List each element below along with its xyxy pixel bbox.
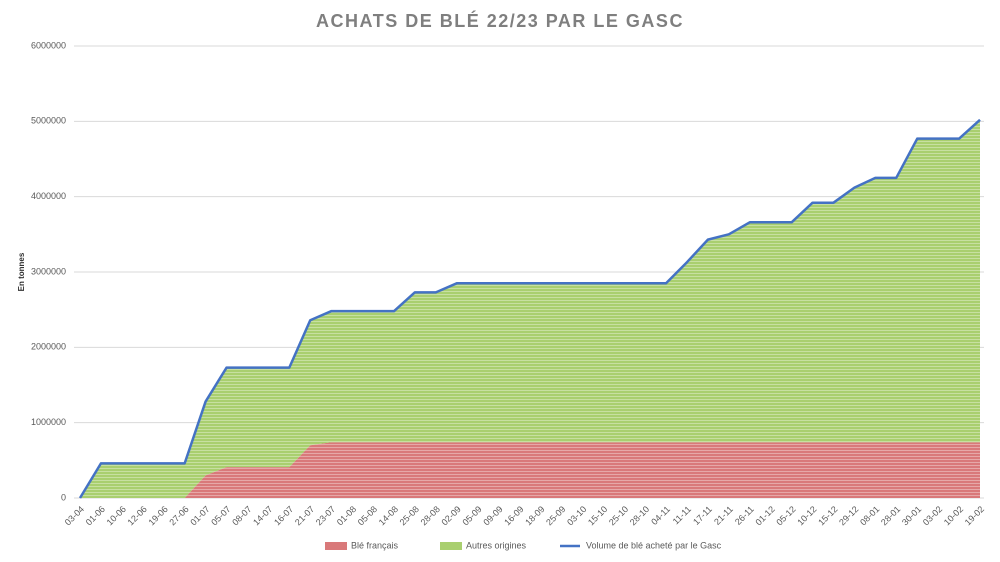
y-tick-label: 2000000 — [31, 342, 66, 352]
x-tick-label: 05-09 — [460, 504, 483, 527]
x-tick-label: 01-12 — [753, 504, 776, 527]
x-tick-label: 01-06 — [84, 504, 107, 527]
x-tick-label: 01-08 — [335, 504, 358, 527]
x-tick-label: 03-02 — [921, 504, 944, 527]
x-tick-label: 10-12 — [795, 504, 818, 527]
chart-title: ACHATS DE BLÉ 22/23 PAR LE GASC — [316, 10, 684, 31]
x-tick-label: 14-07 — [251, 504, 274, 527]
x-tick-label: 11-11 — [671, 504, 693, 526]
y-tick-label: 3000000 — [31, 266, 66, 276]
x-tick-label: 04-11 — [649, 504, 672, 527]
x-tick-label: 03-04 — [63, 504, 86, 527]
line — [78, 118, 981, 499]
x-tick-label: 12-06 — [126, 504, 149, 527]
y-tick-label: 5000000 — [31, 116, 66, 126]
x-tick-label: 02-09 — [439, 504, 462, 527]
x-tick-label: 25-09 — [544, 504, 567, 527]
x-tick-label: 09-09 — [481, 504, 504, 527]
area-texture — [80, 119, 980, 499]
x-tick-label: 30-01 — [900, 504, 923, 527]
x-tick-label: 28-08 — [419, 504, 442, 527]
x-tick-label: 25-08 — [398, 504, 421, 527]
area-texture — [80, 442, 980, 498]
x-tick-label: 28-10 — [628, 504, 651, 527]
x-tick-label: 29-12 — [837, 504, 860, 527]
x-tick-label: 19-06 — [146, 504, 169, 527]
x-tick-label: 25-10 — [607, 504, 630, 527]
legend-swatch — [325, 542, 347, 550]
x-tick-label: 10-06 — [105, 504, 128, 527]
x-tick-label: 03-10 — [565, 504, 588, 527]
x-tick-label: 28-01 — [879, 504, 902, 527]
x-tick-label: 05-07 — [209, 504, 232, 527]
x-tick-label: 15-10 — [586, 504, 609, 527]
x-tick-label: 26-11 — [733, 504, 756, 527]
x-tick-label: 27-06 — [167, 504, 190, 527]
legend-swatch — [440, 542, 462, 550]
x-tick-label: 18-09 — [523, 504, 546, 527]
x-tick-label: 16-09 — [502, 504, 525, 527]
y-tick-label: 4000000 — [31, 191, 66, 201]
x-tick-label: 05-08 — [356, 504, 379, 527]
x-tick-label: 15-12 — [816, 504, 839, 527]
x-tick-label: 21-11 — [712, 504, 735, 527]
legend-label: Volume de blé acheté par le Gasc — [586, 540, 722, 550]
x-tick-label: 21-07 — [293, 504, 316, 527]
x-tick-label: 23-07 — [314, 504, 337, 527]
x-tick-label: 01-07 — [188, 504, 211, 527]
x-tick-label: 08-07 — [230, 504, 253, 527]
y-tick-label: 1000000 — [31, 417, 66, 427]
y-tick-label: 6000000 — [31, 40, 66, 50]
legend-label: Blé français — [351, 540, 399, 550]
x-tick-label: 17-11 — [691, 504, 714, 527]
y-tick-label: 0 — [61, 492, 66, 502]
x-tick-label: 10-02 — [942, 504, 965, 527]
x-tick-label: 14-08 — [377, 504, 400, 527]
x-tick-label: 08-01 — [858, 504, 881, 527]
x-tick-label: 16-07 — [272, 504, 295, 527]
legend-label: Autres origines — [466, 540, 527, 550]
x-tick-label: 05-12 — [774, 504, 797, 527]
y-axis-label: En tonnes — [17, 252, 26, 291]
x-tick-label: 19-02 — [963, 504, 986, 527]
